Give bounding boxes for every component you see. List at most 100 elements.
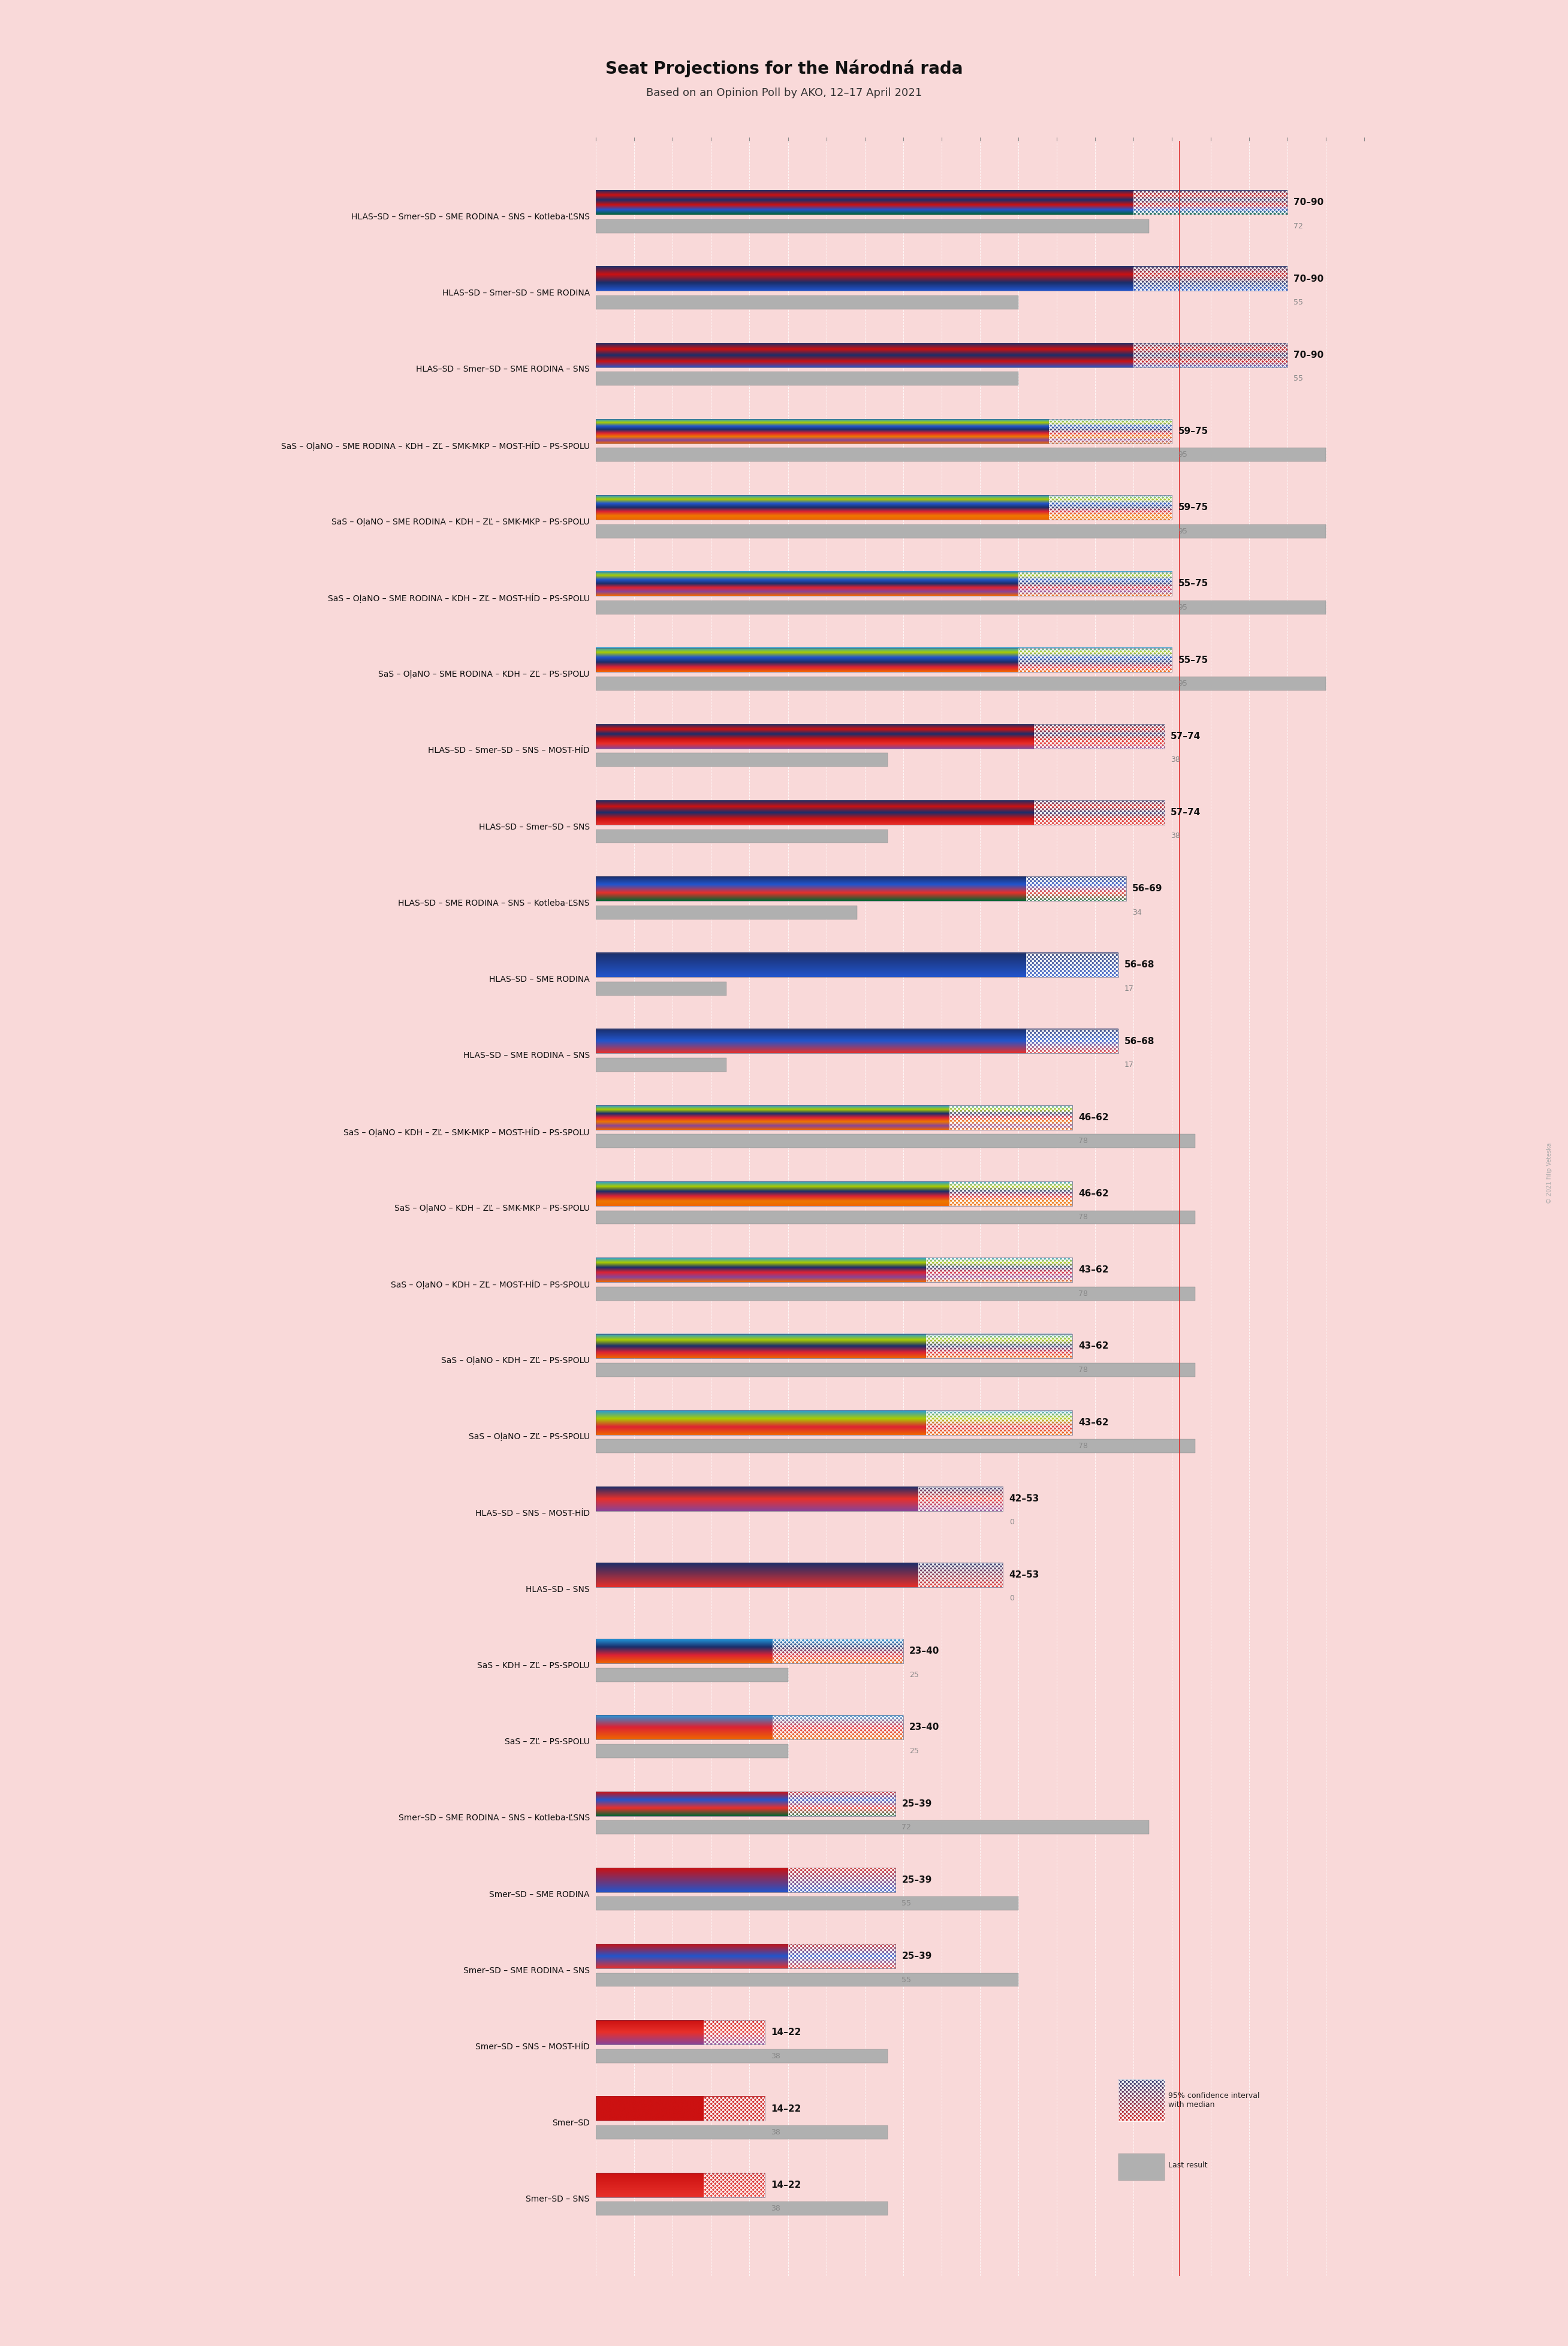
Text: 38: 38 (1171, 833, 1181, 840)
Bar (1033, 800, 1165, 826)
Text: 72: 72 (1294, 223, 1303, 230)
Bar (596, 2048, 887, 2062)
Text: 43–62: 43–62 (1079, 1342, 1109, 1351)
Text: 55–75: 55–75 (1178, 579, 1209, 589)
Bar (596, 296, 1019, 310)
Text: HLAS–SD – Smer–SD – SME RODINA – SNS: HLAS–SD – Smer–SD – SME RODINA – SNS (416, 366, 590, 373)
Text: 25: 25 (909, 1748, 919, 1755)
Text: 46–62: 46–62 (1079, 1112, 1109, 1121)
Bar (919, 1562, 1004, 1588)
Text: Based on an Opinion Poll by AKO, 12–17 April 2021: Based on an Opinion Poll by AKO, 12–17 A… (646, 87, 922, 99)
Bar (596, 523, 1327, 537)
Bar (1134, 343, 1287, 368)
Bar (596, 1668, 787, 1682)
Bar (1118, 2154, 1165, 2179)
Bar (927, 1257, 1073, 1283)
Bar (596, 1133, 1195, 1147)
Bar (704, 2097, 765, 2121)
Text: Smer–SD – SNS: Smer–SD – SNS (525, 2196, 590, 2203)
Text: 55: 55 (1294, 375, 1303, 382)
Bar (1049, 420, 1173, 443)
Bar (949, 1182, 1073, 1206)
Bar (596, 1410, 1073, 1436)
Text: Smer–SD – SME RODINA – SNS – Kotleba-ĽSNS: Smer–SD – SME RODINA – SNS – Kotleba-ĽSN… (398, 1813, 590, 1823)
Text: 34: 34 (1132, 908, 1142, 917)
Bar (596, 1030, 1118, 1053)
Text: 38: 38 (771, 2053, 781, 2060)
Text: 95: 95 (1178, 450, 1187, 460)
Text: SaS – ZĽ – PS-SPOLU: SaS – ZĽ – PS-SPOLU (505, 1738, 590, 1745)
Text: 78: 78 (1079, 1213, 1088, 1222)
Bar (596, 1820, 1149, 1835)
Text: 25–39: 25–39 (902, 1874, 931, 1884)
Bar (596, 676, 1327, 690)
Bar (596, 1058, 726, 1072)
Bar (596, 1182, 1073, 1206)
Bar (596, 1438, 1195, 1452)
Text: SaS – OļaNO – SME RODINA – KDH – ZĽ – MOST-HÍD – PS-SPOLU: SaS – OļaNO – SME RODINA – KDH – ZĽ – MO… (328, 594, 590, 603)
Text: HLAS–SD – SNS: HLAS–SD – SNS (525, 1586, 590, 1593)
Bar (596, 1945, 895, 1968)
Text: 57–74: 57–74 (1171, 807, 1201, 816)
Bar (596, 725, 1165, 748)
Text: 95% confidence interval
with median: 95% confidence interval with median (1168, 2093, 1259, 2109)
Bar (773, 1640, 903, 1663)
Text: 46–62: 46–62 (1079, 1189, 1109, 1199)
Text: Smer–SD – SNS – MOST-HÍD: Smer–SD – SNS – MOST-HÍD (475, 2043, 590, 2050)
Text: 0: 0 (1010, 1518, 1014, 1527)
Text: 38: 38 (1171, 755, 1181, 765)
Bar (596, 343, 1287, 368)
Bar (596, 1286, 1195, 1300)
Text: 56–69: 56–69 (1132, 884, 1162, 894)
Bar (596, 753, 887, 767)
Text: 95: 95 (1178, 528, 1187, 535)
Bar (596, 1058, 726, 1072)
Text: SaS – OļaNO – SME RODINA – KDH – ZĽ – PS-SPOLU: SaS – OļaNO – SME RODINA – KDH – ZĽ – PS… (378, 671, 590, 678)
Bar (596, 828, 887, 842)
Bar (596, 1820, 1149, 1835)
Bar (596, 1743, 787, 1757)
Text: 14–22: 14–22 (771, 2027, 801, 2036)
Bar (596, 2048, 887, 2062)
Text: 57–74: 57–74 (1171, 732, 1201, 741)
Bar (596, 1867, 895, 1893)
Bar (596, 828, 887, 842)
Bar (596, 800, 1165, 826)
Bar (1033, 725, 1165, 748)
Text: HLAS–SD – SNS – MOST-HÍD: HLAS–SD – SNS – MOST-HÍD (475, 1508, 590, 1518)
Bar (596, 2097, 765, 2121)
Text: © 2021 Filip Veteska: © 2021 Filip Veteska (1546, 1143, 1552, 1203)
Text: Smer–SD: Smer–SD (552, 2118, 590, 2128)
Bar (1118, 2079, 1165, 2121)
Text: 95: 95 (1178, 603, 1187, 612)
Bar (596, 420, 1173, 443)
Text: 23–40: 23–40 (909, 1647, 939, 1656)
Text: HLAS–SD – Smer–SD – SME RODINA – SNS – Kotleba-ĽSNS: HLAS–SD – Smer–SD – SME RODINA – SNS – K… (351, 213, 590, 221)
Text: 78: 78 (1079, 1443, 1088, 1450)
Text: 17: 17 (1124, 985, 1134, 992)
Bar (596, 1640, 903, 1663)
Bar (596, 1105, 1073, 1131)
Bar (596, 1363, 1195, 1377)
Bar (596, 906, 858, 920)
Text: 14–22: 14–22 (771, 2104, 801, 2114)
Bar (596, 572, 1173, 596)
Text: 59–75: 59–75 (1178, 427, 1209, 436)
Bar (596, 1211, 1195, 1225)
Bar (596, 2125, 887, 2140)
Bar (596, 1363, 1195, 1377)
Bar (596, 1668, 787, 1682)
Text: 14–22: 14–22 (771, 2179, 801, 2189)
Text: SaS – OļaNO – KDH – ZĽ – PS-SPOLU: SaS – OļaNO – KDH – ZĽ – PS-SPOLU (441, 1356, 590, 1365)
Bar (704, 2020, 765, 2046)
Bar (596, 1743, 787, 1757)
Bar (919, 1487, 1004, 1511)
Bar (596, 753, 887, 767)
Bar (596, 1896, 1019, 1910)
Text: HLAS–SD – SME RODINA – SNS: HLAS–SD – SME RODINA – SNS (463, 1051, 590, 1060)
Text: HLAS–SD – Smer–SD – SNS – MOST-HÍD: HLAS–SD – Smer–SD – SNS – MOST-HÍD (428, 746, 590, 755)
Text: 78: 78 (1079, 1365, 1088, 1375)
Bar (596, 1487, 1004, 1511)
Text: HLAS–SD – Smer–SD – SME RODINA: HLAS–SD – Smer–SD – SME RODINA (442, 289, 590, 298)
Bar (596, 1133, 1195, 1147)
